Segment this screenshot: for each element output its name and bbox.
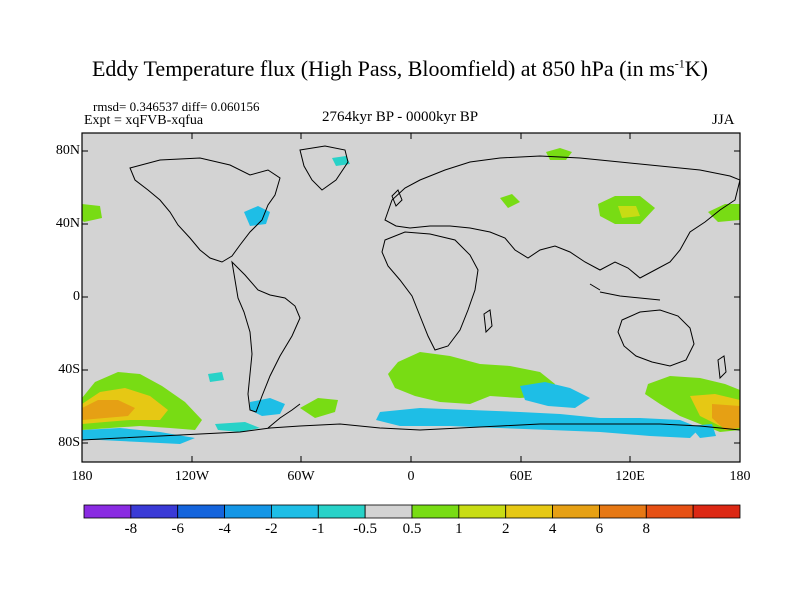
coastline-indonesia [589, 283, 661, 301]
lat-label-0: 0 [73, 289, 80, 304]
coastline-north-america [129, 157, 281, 263]
lon-label-120w: 120W [174, 469, 210, 484]
colorbar-bin [645, 504, 694, 519]
lat-label-80n: 80N [55, 143, 80, 158]
anomaly-fields [82, 148, 740, 444]
anomaly-positive [712, 404, 740, 430]
colorbar [83, 504, 741, 519]
colorbar-bin [505, 504, 553, 519]
coastline-south-america [231, 260, 301, 413]
lon-label-0: 0 [407, 469, 415, 484]
coastline-greenland [299, 145, 349, 191]
lon-label-180w: 180 [71, 469, 93, 484]
colorbar-label: 0.5 [402, 521, 422, 537]
colorbar-bin [458, 504, 507, 519]
anomaly-negative [376, 408, 700, 438]
colorbar-label: -8 [124, 521, 138, 537]
lat-label-40s: 40S [58, 362, 80, 377]
colorbar-bin [692, 504, 741, 519]
anomaly-positive [388, 352, 555, 404]
anomaly-positive [82, 204, 102, 222]
coastline-australia [617, 309, 695, 367]
anomaly-negative [690, 424, 716, 438]
coastline-new-zealand [717, 355, 727, 380]
colorbar-bin [317, 504, 366, 519]
colorbar-bin [224, 504, 272, 519]
rmsd-label: rmsd= 0.346537 diff= 0.060156 [93, 99, 260, 114]
colorbar-label: 6 [595, 521, 604, 537]
coastline-africa [381, 231, 479, 351]
colorbar-label: 2 [501, 521, 510, 537]
anomaly-positive [208, 372, 224, 382]
colorbar-label: 1 [455, 521, 463, 537]
lat-label-80s: 80S [58, 435, 80, 450]
anomaly-negative [82, 428, 195, 444]
anomaly-positive [300, 398, 338, 418]
colorbar-label: -2 [265, 521, 278, 537]
colorbar-label: -6 [171, 521, 184, 537]
colorbar-bin [177, 504, 225, 519]
anomaly-negative [250, 398, 285, 416]
colorbar-label: 8 [642, 521, 651, 537]
coastlines [81, 145, 741, 441]
coastline-eurasia [384, 155, 741, 279]
anomaly-negative [332, 156, 350, 166]
colorbar-bin [271, 504, 319, 519]
anomaly-positive [82, 400, 135, 420]
colorbar-bin [130, 504, 179, 519]
lon-ticks [191, 133, 631, 462]
colorbar-bin [411, 504, 460, 519]
lat-ticks [82, 150, 740, 444]
anomaly-positive [618, 206, 640, 218]
colorbar-bin [83, 504, 132, 519]
season-label: JJA [712, 112, 735, 128]
colorbar-bin [364, 504, 413, 519]
lat-label-40n: 40N [55, 216, 80, 231]
colorbar-label: 4 [548, 521, 557, 537]
colorbar-label: -0.5 [353, 521, 378, 537]
coastline-antarctica [81, 423, 741, 441]
anomaly-positive [500, 194, 520, 208]
anomaly-positive [708, 204, 740, 222]
coastline-antarctic-peninsula [267, 403, 301, 429]
anomaly-negative [215, 422, 260, 432]
colorbar-bin [552, 504, 600, 519]
coastline-uk [391, 189, 403, 207]
lon-label-60e: 60E [509, 469, 533, 484]
colorbar-bin [599, 504, 647, 519]
period-label: 2764kyr BP - 0000kyr BP [322, 109, 479, 125]
anomaly-negative [520, 382, 590, 408]
experiment-label: Expt = xqFVB-xqfua [84, 113, 204, 128]
colorbar-label: -4 [218, 521, 231, 537]
coastline-madagascar [483, 309, 493, 334]
colorbar-label: -1 [312, 521, 325, 537]
map-title: Eddy Temperature flux (High Pass, Bloomf… [91, 56, 708, 81]
lon-label-120e: 120E [615, 469, 645, 484]
anomaly-negative [244, 206, 270, 226]
lon-label-180e: 180 [729, 469, 751, 484]
lon-label-60w: 60W [287, 469, 315, 484]
